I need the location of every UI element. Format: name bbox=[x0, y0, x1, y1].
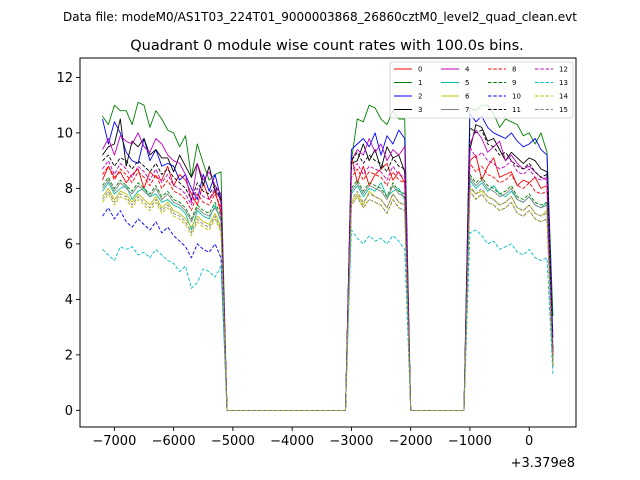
x-tick-label: 0 bbox=[525, 434, 533, 449]
x-tick-label: −6000 bbox=[152, 434, 196, 449]
legend-label-15: 15 bbox=[559, 106, 568, 114]
legend-label-5: 5 bbox=[465, 79, 469, 87]
axes-frame bbox=[79, 57, 577, 428]
legend-label-12: 12 bbox=[559, 66, 568, 74]
y-tick-label: 0 bbox=[65, 404, 73, 419]
legend-label-7: 7 bbox=[465, 106, 469, 114]
legend-label-3: 3 bbox=[418, 106, 422, 114]
legend-label-13: 13 bbox=[559, 79, 568, 87]
legend-label-1: 1 bbox=[418, 79, 422, 87]
y-tick-label: 8 bbox=[65, 182, 73, 197]
y-tick-label: 6 bbox=[65, 237, 73, 252]
y-tick-label: 10 bbox=[56, 126, 73, 141]
series-layer bbox=[102, 101, 554, 411]
series-line-14 bbox=[102, 190, 554, 411]
legend-label-10: 10 bbox=[512, 93, 521, 101]
legend-label-11: 11 bbox=[512, 106, 521, 114]
legend-label-0: 0 bbox=[418, 66, 422, 74]
y-tick-label: 4 bbox=[65, 293, 73, 308]
x-tick-label: −5000 bbox=[211, 434, 255, 449]
ticks-layer: −7000 −6000 −5000 −4000 −3000 −2000 −1000 0 0 2 4 6… bbox=[56, 71, 533, 449]
x-tick-label: −7000 bbox=[92, 434, 136, 449]
series-line-15 bbox=[102, 185, 554, 411]
x-tick-label: −4000 bbox=[270, 434, 314, 449]
chart-title: Quadrant 0 module wise count rates with … bbox=[130, 38, 524, 54]
series-line-13 bbox=[102, 229, 554, 411]
y-tick-label: 2 bbox=[65, 348, 73, 363]
legend-label-4: 4 bbox=[465, 66, 470, 74]
legend-frame bbox=[389, 61, 574, 119]
legend-label-14: 14 bbox=[559, 93, 568, 101]
legend-label-9: 9 bbox=[512, 79, 516, 87]
x-tick-label: −1000 bbox=[448, 434, 492, 449]
x-tick-label: −3000 bbox=[329, 434, 373, 449]
legend-label-6: 6 bbox=[465, 93, 470, 101]
series-line-9 bbox=[102, 174, 554, 411]
legend-label-8: 8 bbox=[512, 66, 516, 74]
suptitle: Data file: modeM0/AS1T03_224T01_90000038… bbox=[63, 10, 577, 24]
x-offset-label: +3.379e8 bbox=[511, 456, 575, 471]
y-tick-label: 12 bbox=[56, 71, 73, 86]
x-tick-label: −2000 bbox=[389, 434, 433, 449]
legend-label-2: 2 bbox=[418, 93, 422, 101]
